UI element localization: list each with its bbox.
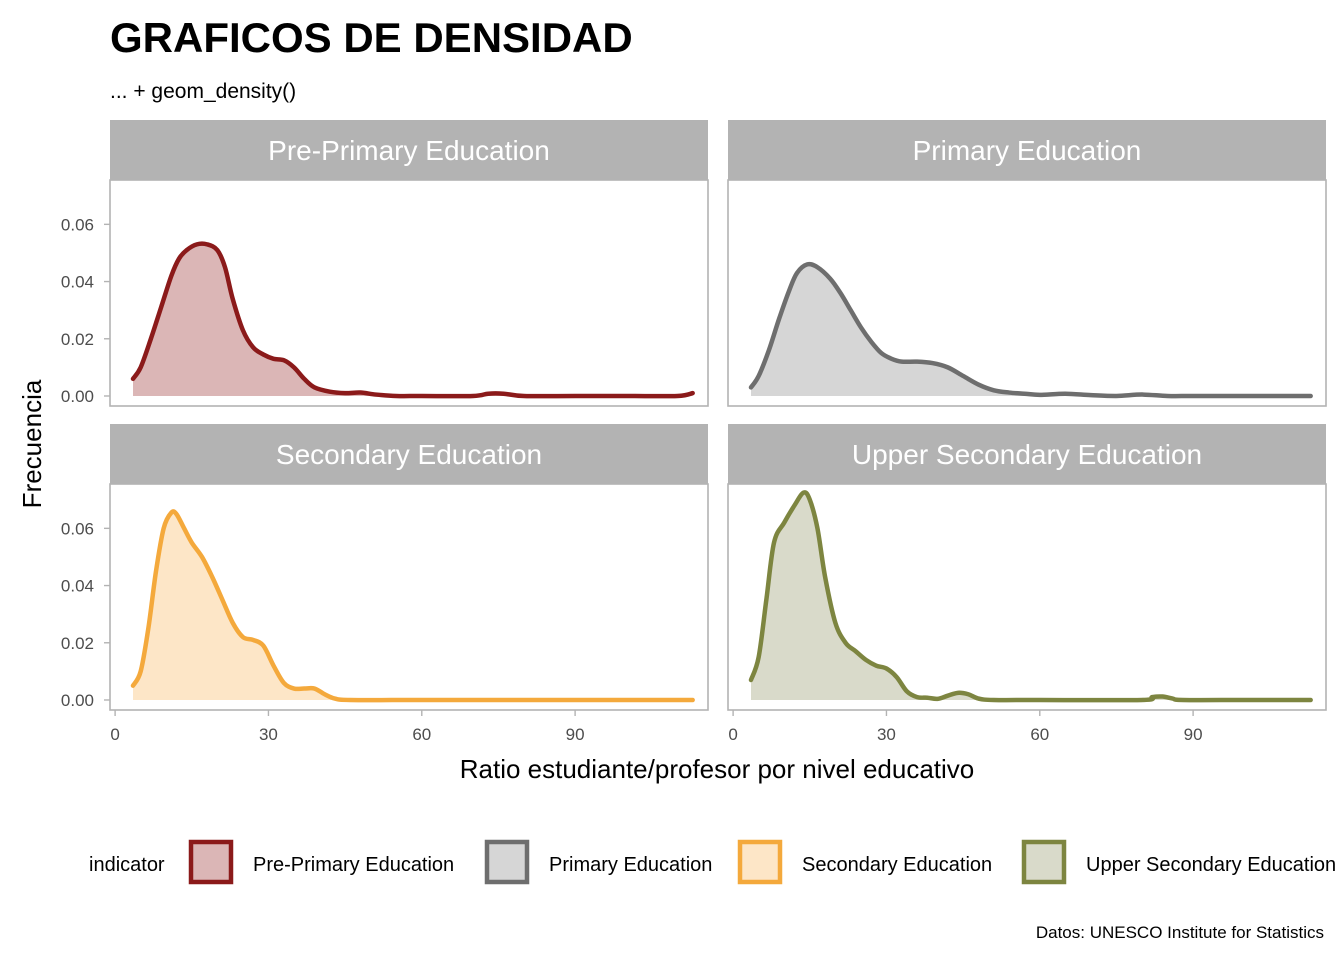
facet-strip [110,424,708,484]
x-tick-label: 0 [110,725,119,744]
legend-label: Secondary Education [802,854,992,876]
x-tick-label: 60 [412,725,431,744]
y-tick-label: 0.04 [61,273,94,292]
x-tick-label: 60 [1030,725,1049,744]
y-axis-title: Frecuencia [17,379,47,508]
facet-3: Secondary Education 0.00 0.02 0.04 0.06 0 30 60… [61,424,709,744]
chart-subtitle: ... + geom_density() [110,80,296,103]
chart-caption: Datos: UNESCO Institute for Statistics [1036,923,1324,942]
legend-title: indicator [89,854,165,876]
density-line [130,241,695,399]
legend-label: Primary Education [549,854,712,876]
y-tick-label: 0.06 [61,215,94,234]
y-tick-label: 0.02 [61,634,94,653]
density-area [133,243,693,397]
facet-4: Upper Secondary Education 0 30 60 90 [727,424,1327,744]
legend-item: Pre-Primary Education [188,839,454,885]
legend-key [737,839,783,885]
facet-1: Pre-Primary Education 0.00 0.02 0.04 0.06 [61,120,709,407]
x-tick-label: 30 [259,725,278,744]
legend-item: Secondary Education [737,839,992,885]
legend-item: Upper Secondary Education [1021,839,1336,885]
density-area [751,492,1311,701]
x-tick-label: 30 [877,725,896,744]
legend-item: Primary Education [484,839,712,885]
facet-strip-label: Secondary Education [276,439,542,470]
y-tick-label: 0.00 [61,387,94,406]
x-tick-label: 90 [566,725,585,744]
facet-panels: Pre-Primary Education 0.00 0.02 0.04 0.06 Pri… [61,120,1327,744]
y-tick-label: 0.02 [61,330,94,349]
facet-strip-label: Pre-Primary Education [268,135,550,166]
y-tick-label: 0.04 [61,577,94,596]
x-tick-label: 90 [1184,725,1203,744]
y-tick-label: 0.06 [61,519,94,538]
x-tick-label: 0 [728,725,737,744]
facet-strip-label: Upper Secondary Education [852,439,1202,470]
density-area [751,264,1311,397]
density-line [130,509,695,703]
legend-key [1021,839,1067,885]
facet-2: Primary Education [727,120,1327,407]
legend-key [188,839,234,885]
density-line [748,490,1313,703]
facet-strip [110,120,708,180]
legend: indicator Pre-Primary Education Primary E… [89,839,1336,885]
y-tick-label: 0.00 [61,691,94,710]
legend-label: Upper Secondary Education [1086,854,1336,876]
legend-key [484,839,530,885]
x-axis-title: Ratio estudiante/profesor por nivel educ… [460,754,975,784]
facet-strip [728,424,1326,484]
density-area [133,511,693,701]
facet-strip [728,120,1326,180]
chart-title: GRAFICOS DE DENSIDAD [110,14,633,61]
legend-label: Pre-Primary Education [253,854,454,876]
density-line [748,261,1313,399]
facet-strip-label: Primary Education [913,135,1142,166]
